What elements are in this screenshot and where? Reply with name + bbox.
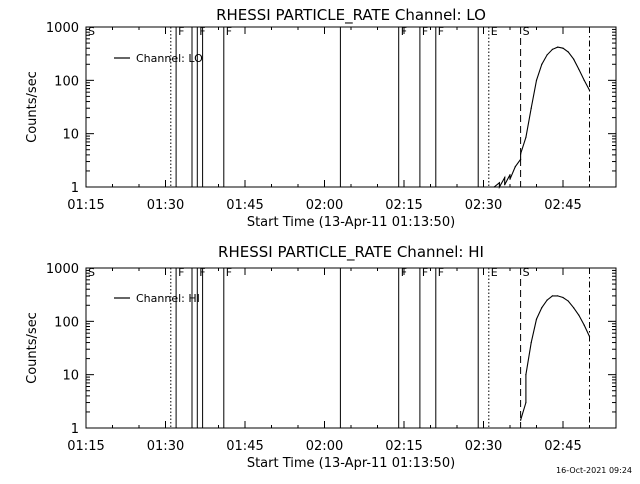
data-point <box>557 46 559 48</box>
event-label: F <box>226 25 232 38</box>
x-tick-label: 02:30 <box>465 439 502 454</box>
x-tick-label: 02:45 <box>544 198 581 213</box>
y-tick-label: 100 <box>54 315 79 330</box>
data-point <box>509 178 511 180</box>
legend-label: Channel: HI <box>136 292 200 305</box>
data-point <box>573 58 575 60</box>
data-point <box>530 107 532 109</box>
y-tick-label: 1 <box>71 181 79 196</box>
y-tick-label: 10 <box>62 128 79 143</box>
event-label: E <box>491 266 498 279</box>
event-label: E <box>491 25 498 38</box>
x-tick-label: 01:30 <box>147 198 184 213</box>
data-point <box>525 401 527 404</box>
x-tick-label: 01:30 <box>147 439 184 454</box>
data-point <box>525 374 527 376</box>
y-tick-label: 10 <box>62 369 79 384</box>
y-axis-label: Counts/sec <box>25 71 40 143</box>
y-tick-label: 1000 <box>46 262 79 277</box>
data-point <box>520 158 522 160</box>
y-tick-label: 1000 <box>46 21 79 36</box>
data-point <box>562 47 564 49</box>
data-point <box>588 89 591 91</box>
event-label: F <box>401 25 407 38</box>
data-point <box>578 314 580 316</box>
event-label: S <box>523 25 530 38</box>
data-point <box>535 318 538 320</box>
data-point <box>504 184 506 186</box>
data-point <box>546 299 548 301</box>
data-point <box>583 324 585 326</box>
x-tick-label: 01:15 <box>67 439 104 454</box>
data-point <box>535 79 538 81</box>
x-tick-label: 02:00 <box>306 439 343 454</box>
data-point <box>493 186 495 188</box>
data-point <box>583 79 585 81</box>
event-label: F <box>438 266 444 279</box>
footer-timestamp: 16-Oct-2021 09:24 <box>556 466 632 475</box>
legend-label: Channel: LO <box>136 52 203 65</box>
event-label: F <box>178 266 184 279</box>
y-axis-label: Counts/sec <box>25 312 40 384</box>
event-label: S <box>88 25 95 38</box>
x-tick-label: 01:45 <box>226 439 263 454</box>
data-point <box>509 174 511 176</box>
data-point <box>567 300 569 302</box>
x-tick-label: 02:15 <box>385 439 422 454</box>
x-tick-label: 02:30 <box>465 198 502 213</box>
data-point <box>520 153 522 155</box>
data-point <box>551 48 554 51</box>
data-point <box>578 68 580 71</box>
y-tick-label: 100 <box>54 74 79 89</box>
chart-title: RHESSI PARTICLE_RATE Channel: LO <box>216 6 486 25</box>
x-tick-label: 02:00 <box>306 198 343 213</box>
data-point <box>525 136 527 139</box>
y-tick-label: 1 <box>71 422 79 437</box>
x-axis-label: Start Time (13-Apr-11 01:13:50) <box>247 215 455 230</box>
x-tick-label: 02:45 <box>544 439 581 454</box>
data-point <box>588 335 591 338</box>
data-point <box>498 182 500 184</box>
event-label: F <box>226 266 232 279</box>
event-label: F <box>401 266 407 279</box>
data-point <box>541 307 543 309</box>
event-label: S <box>88 266 95 279</box>
data-point <box>573 307 575 309</box>
event-label: F <box>422 25 428 38</box>
event-label: S <box>523 266 530 279</box>
data-point <box>546 54 548 56</box>
x-tick-label: 01:45 <box>226 198 263 213</box>
event-label: F <box>422 266 428 279</box>
data-point <box>530 341 532 344</box>
x-axis-label: Start Time (13-Apr-11 01:13:50) <box>247 456 455 471</box>
x-tick-label: 01:15 <box>67 198 104 213</box>
data-point <box>541 63 543 65</box>
chart-title: RHESSI PARTICLE_RATE Channel: HI <box>218 243 484 262</box>
data-point <box>498 186 500 188</box>
data-point <box>551 295 554 297</box>
x-tick-label: 02:15 <box>385 198 422 213</box>
data-point <box>557 295 559 297</box>
data-point <box>520 419 522 421</box>
data-point <box>562 296 564 299</box>
data-point <box>504 177 506 179</box>
data-point <box>567 51 569 53</box>
event-label: F <box>178 25 184 38</box>
data-point <box>514 166 516 168</box>
event-label: F <box>438 25 444 38</box>
